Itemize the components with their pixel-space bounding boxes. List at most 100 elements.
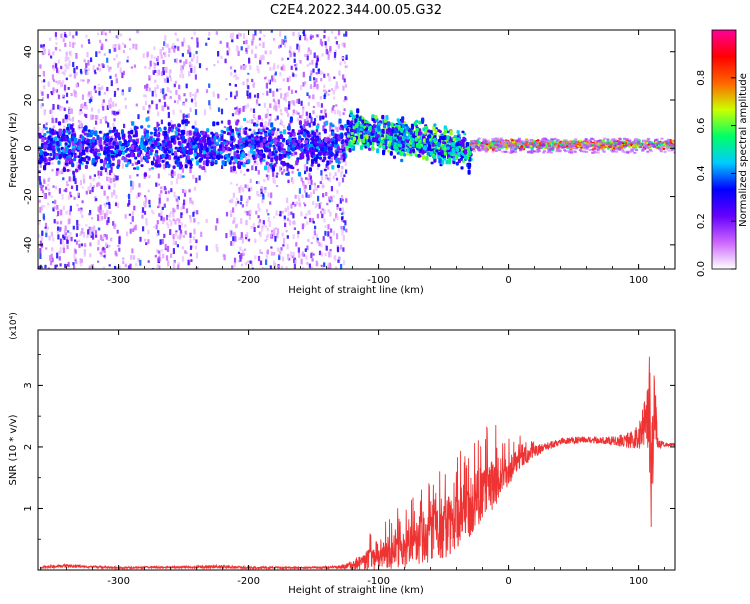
spectrogram-cell — [344, 83, 348, 88]
spectrogram-cell — [184, 224, 187, 228]
spectrogram-cell — [115, 78, 119, 84]
spectrogram-cell — [234, 107, 237, 110]
spectrogram-cell — [193, 31, 196, 36]
spectrogram-cell — [316, 133, 319, 136]
spectrogram-cell — [68, 31, 71, 36]
spectrogram-cell — [224, 58, 227, 64]
spectrogram-cell — [276, 115, 279, 120]
spectrogram-cell — [154, 129, 158, 132]
spectrogram-cell — [144, 140, 148, 146]
spectrogram-cell — [337, 259, 340, 263]
spectrogram-cell — [310, 70, 313, 75]
spectrogram-cell — [217, 138, 221, 142]
spectrogram-cell — [98, 63, 101, 67]
spectrogram-cell — [279, 71, 282, 77]
spectrogram-cell — [111, 145, 115, 149]
spectrogram-cell — [449, 130, 453, 136]
spectrogram-cell — [124, 149, 128, 153]
spectrogram-cell — [346, 137, 350, 141]
spectrogram-cell — [287, 146, 291, 152]
spectrogram-cell — [105, 202, 109, 205]
spectrogram-cell — [421, 155, 426, 160]
spectrogram-cell — [176, 149, 180, 153]
spectrogram-cell — [225, 233, 228, 239]
spectrogram-cell — [335, 104, 338, 107]
spectrogram-cell — [201, 137, 205, 143]
spectrogram-cell — [463, 149, 468, 155]
spectrogram-cell — [155, 182, 158, 187]
spectrogram-cell — [177, 94, 181, 100]
spectrogram-cell — [279, 44, 282, 48]
spectrogram-cell — [76, 219, 79, 226]
spectrogram-cell — [143, 172, 147, 177]
spectrogram-cell — [39, 206, 42, 213]
spectrogram-cell — [64, 162, 68, 166]
spectrogram-cell — [217, 51, 220, 57]
spectrogram-cell — [216, 154, 220, 160]
spectrogram-cell — [122, 257, 125, 260]
spectrogram-cell — [105, 137, 109, 142]
spectrogram-cell — [433, 123, 437, 127]
spectrogram-cell — [168, 219, 172, 222]
spectrogram-cell — [336, 203, 339, 207]
spectrogram-cell — [340, 216, 344, 220]
spectrogram-cell — [161, 159, 165, 163]
spectrogram-cell — [247, 45, 250, 49]
spectrogram-cell — [400, 128, 404, 132]
spectrogram-cell — [58, 80, 61, 84]
spectrogram-cell — [43, 110, 46, 116]
spectrogram-cell — [215, 150, 219, 154]
spectrogram-cell — [257, 115, 261, 120]
spectrogram-cell — [39, 64, 42, 69]
spectrogram-cell — [298, 198, 301, 202]
spectrogram-cell — [311, 159, 315, 165]
spectrogram-cell — [320, 243, 323, 248]
spectrogram-cell — [315, 202, 318, 206]
spectrogram-cell — [166, 75, 169, 79]
spectrogram-cell — [251, 39, 254, 43]
spectrogram-cell — [287, 171, 290, 176]
spectrogram-cell — [242, 105, 245, 112]
spectrogram-cell — [57, 70, 60, 75]
spectrogram-cell — [325, 192, 328, 196]
spectrogram-cell — [55, 264, 58, 267]
spectrogram-cell — [266, 90, 269, 96]
spectrogram-cell — [320, 210, 323, 214]
spectrogram-cell — [61, 135, 65, 141]
spectrogram-cell — [67, 64, 70, 70]
spectrogram-cell — [63, 136, 67, 142]
spectrogram-cell — [245, 219, 248, 226]
spectrogram-cell — [287, 211, 290, 217]
spectrogram-cell — [338, 118, 342, 124]
spectrogram-cell — [69, 205, 72, 212]
spectrogram-cell — [301, 110, 304, 117]
spectrogram-cell — [158, 99, 161, 103]
spectrogram-cell — [249, 151, 252, 157]
spectrogram-cell — [175, 232, 178, 237]
spectrogram-cell — [307, 50, 310, 53]
spectrogram-cell — [338, 181, 341, 187]
spectrogram-cell — [332, 105, 335, 108]
spectrogram-cell — [141, 153, 144, 157]
spectrogram-cell — [158, 197, 161, 204]
spectrogram-cell — [316, 34, 319, 38]
spectrogram-cell — [48, 52, 51, 56]
spectrogram-cell — [51, 117, 54, 124]
spectrogram-cell — [425, 155, 429, 161]
spectrogram-cell — [438, 158, 442, 164]
spectrogram-cell — [312, 106, 316, 108]
spectrogram-cell — [106, 65, 110, 69]
spectrogram-cell — [342, 127, 345, 131]
spectrogram-cell — [181, 175, 185, 178]
spectrogram-cell — [39, 149, 43, 156]
spectrogram-cell — [340, 133, 344, 139]
spectrogram-cell — [336, 246, 340, 253]
spectrogram-cell — [258, 37, 261, 41]
spectrogram-cell — [90, 97, 93, 102]
spectrogram-cell — [72, 35, 75, 39]
spectrogram-cell — [178, 161, 182, 166]
spectrogram-cell — [350, 144, 354, 149]
spectrogram-cell — [334, 266, 338, 269]
spectrogram-cell — [48, 235, 51, 241]
spectrogram-cell — [171, 174, 174, 177]
